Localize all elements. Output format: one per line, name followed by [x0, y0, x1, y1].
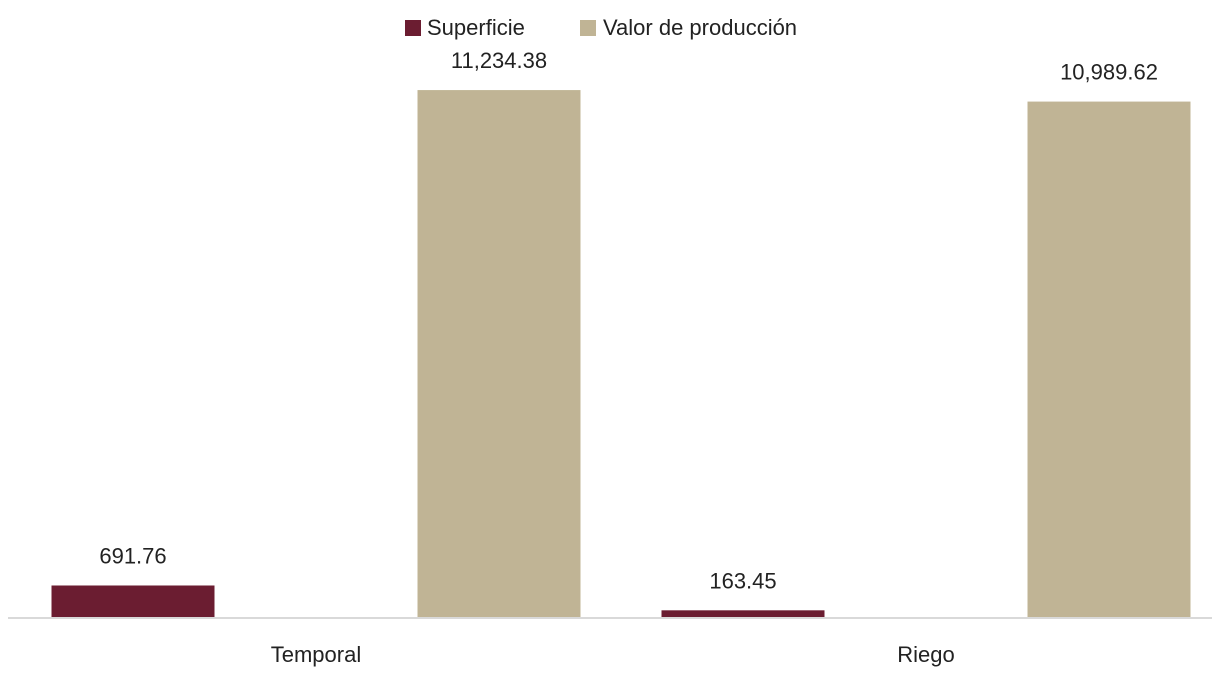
- bar-group: [51, 90, 1191, 618]
- bar-temporal-valor: [417, 90, 581, 618]
- x-tick-label-group: Temporal Riego: [271, 642, 955, 667]
- data-label-riego-valor: 10,989.62: [1060, 60, 1158, 85]
- bar-temporal-superficie: [51, 585, 215, 618]
- x-tick-label-riego: Riego: [897, 642, 954, 667]
- bar-riego-superficie: [661, 610, 825, 618]
- legend-swatch-valor-de-produccion: [580, 20, 596, 36]
- x-tick-label-temporal: Temporal: [271, 642, 361, 667]
- legend-swatch-superficie: [405, 20, 421, 36]
- bar-riego-valor: [1027, 101, 1191, 618]
- legend-label-superficie: Superficie: [427, 15, 525, 40]
- data-label-temporal-superficie: 691.76: [99, 543, 166, 568]
- legend: Superficie Valor de producción: [405, 15, 797, 40]
- legend-label-valor-de-produccion: Valor de producción: [603, 15, 797, 40]
- data-label-group: 691.76 11,234.38 163.45 10,989.62: [99, 48, 1158, 593]
- data-label-temporal-valor: 11,234.38: [451, 48, 547, 73]
- data-label-riego-superficie: 163.45: [709, 568, 776, 593]
